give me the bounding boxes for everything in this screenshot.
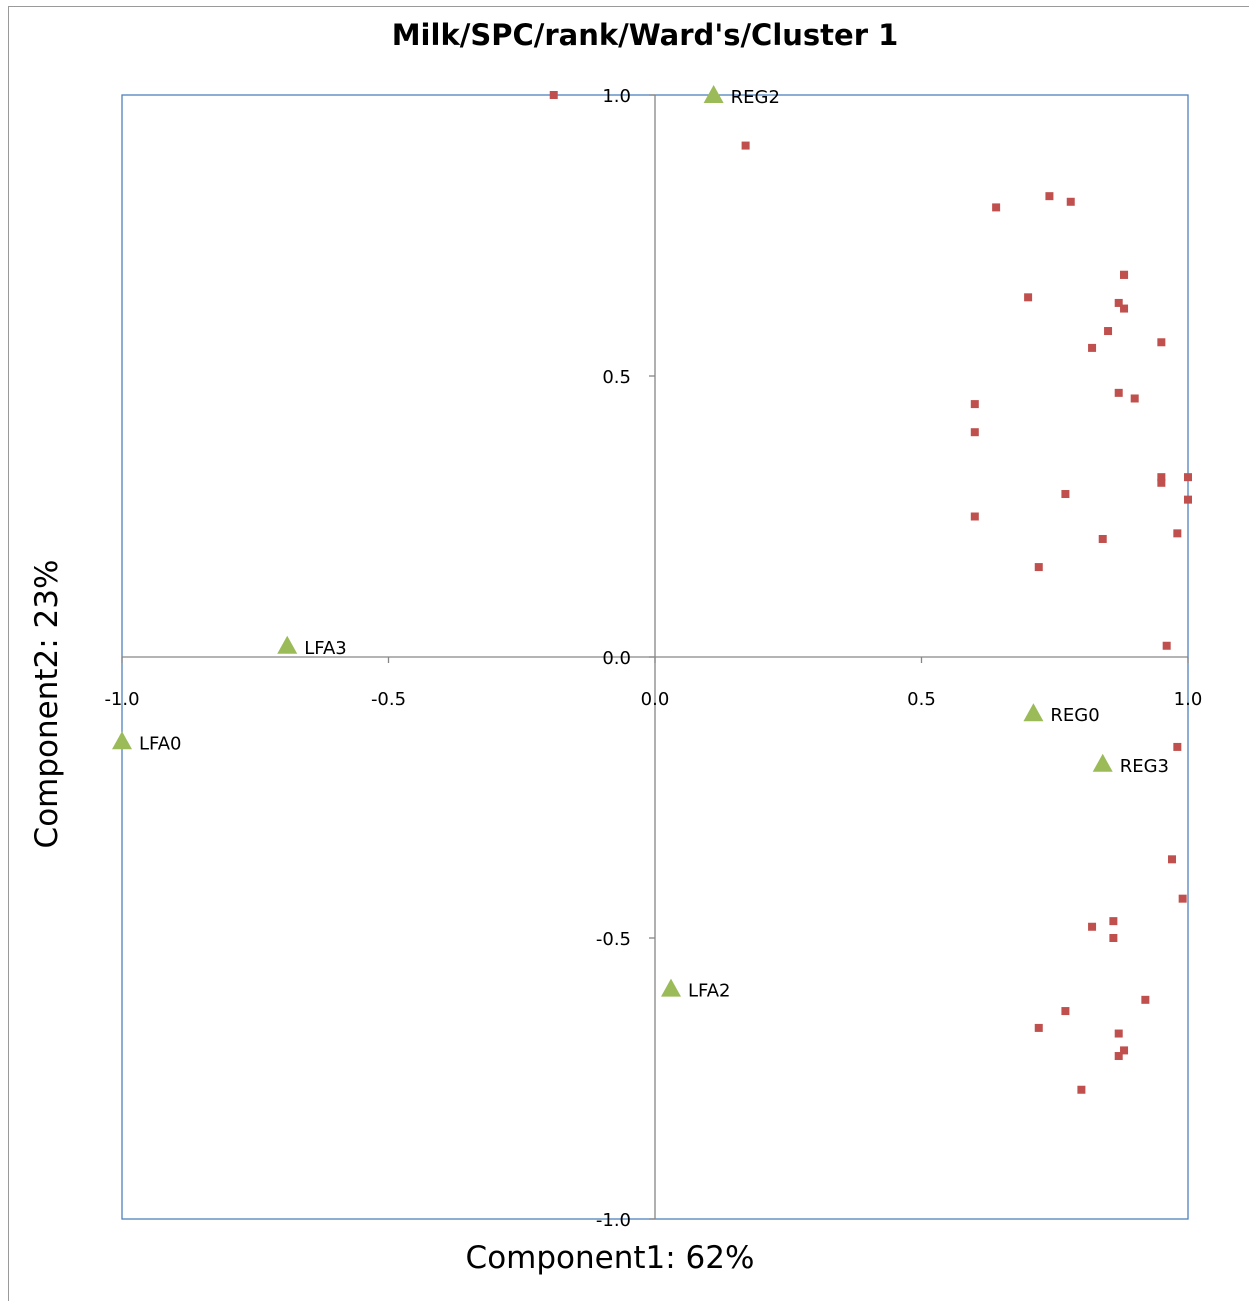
data-point-square: [1120, 304, 1129, 313]
data-point-triangle: [1092, 753, 1113, 772]
data-point-label: LFA3: [304, 638, 347, 659]
data-point-square: [1157, 478, 1166, 487]
data-point-label: LFA0: [139, 733, 182, 754]
chart-title: Milk/SPC/rank/Ward's/Cluster 1: [391, 18, 899, 52]
data-point-square: [1109, 934, 1118, 942]
data-point-square: [1157, 473, 1166, 482]
data-point-square: [1114, 1029, 1123, 1038]
data-point-square: [1114, 1052, 1123, 1061]
data-point-square: [1109, 917, 1118, 926]
y-tick-label: 1.0: [602, 86, 631, 107]
data-point-label: REG0: [1050, 705, 1099, 726]
data-point-square: [1024, 293, 1033, 302]
data-point-square: [992, 203, 1001, 212]
data-point-square: [1168, 855, 1177, 864]
data-point-square: [1034, 1023, 1043, 1032]
data-point-square: [1184, 495, 1192, 504]
chart-frame-top: [8, 6, 1249, 7]
data-point-square: [1034, 563, 1043, 572]
data-point-square: [1061, 490, 1070, 499]
data-point-square: [1130, 394, 1139, 403]
data-point-square: [1114, 298, 1123, 307]
chart-frame-left: [8, 6, 9, 1301]
data-point-square: [1120, 270, 1129, 279]
data-point-square: [1157, 338, 1166, 347]
data-point-square: [1141, 995, 1150, 1004]
data-point-triangle: [1023, 703, 1044, 722]
data-point-square: [1178, 894, 1187, 903]
data-point-triangle: [112, 731, 132, 750]
x-tick-label: 0.0: [641, 689, 670, 710]
y-tick-label: -0.5: [596, 929, 631, 950]
data-point-square: [1104, 327, 1113, 336]
data-point-triangle: [277, 635, 298, 654]
data-point-triangle: [660, 978, 681, 997]
data-point-square: [1061, 1007, 1070, 1016]
x-tick-label: -1.0: [104, 689, 139, 710]
data-point-square: [1045, 192, 1054, 201]
data-point-square: [1088, 343, 1097, 352]
data-point-square: [1184, 473, 1192, 482]
data-point-square: [1120, 1046, 1129, 1055]
data-point-triangle: [703, 85, 724, 103]
data-point-square: [1088, 922, 1097, 931]
y-tick-label: 0.0: [602, 648, 631, 669]
data-point-square: [970, 512, 979, 521]
data-point-square: [1173, 529, 1182, 538]
x-tick-label: 0.5: [907, 689, 936, 710]
data-point-label: LFA2: [688, 981, 731, 1002]
data-point-label: REG2: [731, 87, 780, 108]
data-point-square: [1098, 534, 1107, 543]
x-tick-label: 1.0: [1174, 689, 1203, 710]
data-point-label: REG3: [1120, 756, 1169, 777]
y-tick-label: 0.5: [602, 367, 631, 388]
data-point-square: [1114, 388, 1123, 397]
data-point-square: [970, 428, 979, 437]
data-point-square: [1173, 742, 1182, 751]
data-point-square: [1077, 1085, 1086, 1094]
data-point-square: [741, 141, 750, 150]
data-point-square: [1066, 197, 1075, 206]
x-tick-label: -0.5: [371, 689, 406, 710]
x-axis-title: Component1: 62%: [465, 1240, 755, 1276]
data-point-square: [1162, 641, 1171, 650]
y-tick-label: -1.0: [596, 1210, 631, 1231]
data-point-square: [549, 91, 558, 99]
data-point-square: [970, 400, 979, 409]
